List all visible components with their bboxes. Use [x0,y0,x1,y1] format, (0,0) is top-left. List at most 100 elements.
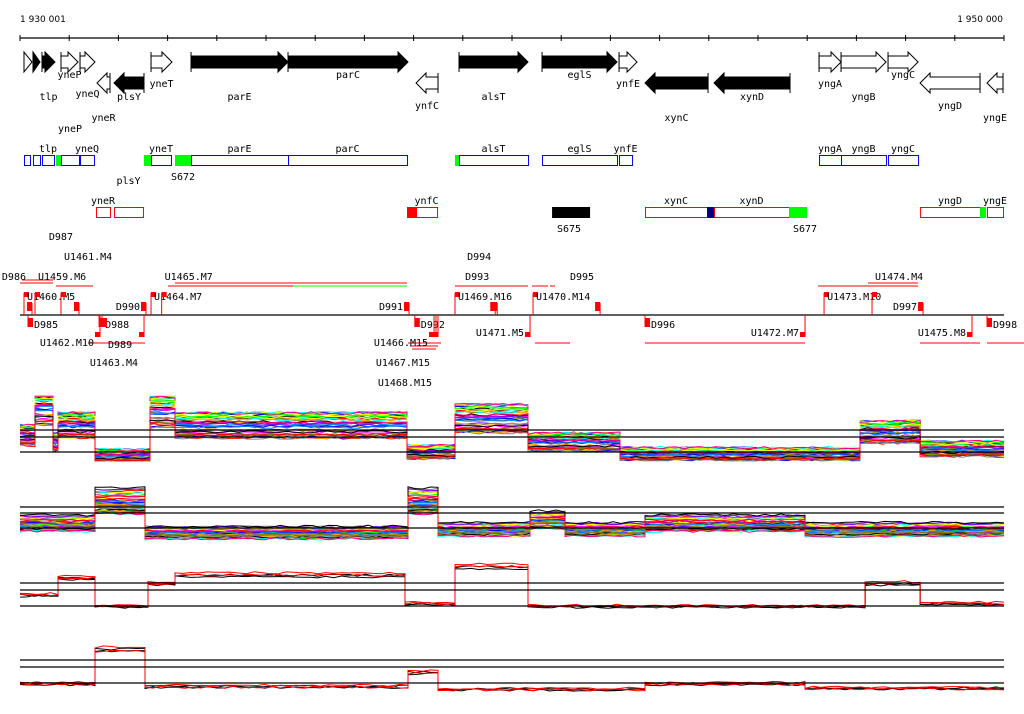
feature-label: U1475.M8 [918,328,966,339]
expression-panel-4 [19,645,1005,692]
gene-arrow-xynD [713,71,791,95]
transcript-label: yneQ [75,144,99,155]
feature-label: U1473.M10 [827,292,881,303]
expression-tracks [19,395,1005,692]
transcript-box [552,207,591,218]
transcript-box [23,155,31,166]
transcript-box [143,155,151,166]
feature-label: D986 [2,272,26,283]
transcript-label: yneT [149,144,173,155]
gene-arrow [32,50,41,74]
expression-profile-line [19,565,1005,609]
gene-arrow-parC [287,50,409,74]
transcript-label: plsY [116,176,140,187]
transcript-box [191,155,290,166]
feature-label: U1463.M4 [90,358,138,369]
gene-label: ynfC [415,101,439,112]
expression-profile-line [19,500,1005,535]
transcript-label: yngC [891,144,915,155]
transcript-box [416,207,439,218]
transcript-box [459,155,530,166]
gene-label: yngD [938,101,962,112]
feature-label: D987 [49,232,73,243]
transcript-box [96,207,111,218]
gene-label: yneQ [75,89,99,100]
transcript-label: yngB [851,144,875,155]
feature-label: D997 [893,302,917,313]
feature-marker [433,332,439,337]
feature-label: D996 [651,320,675,331]
transcript-label: parC [335,144,359,155]
transcript-box [980,207,987,218]
gene-arrow-ynfC [415,71,439,95]
transcript-box [41,155,55,166]
feature-label: U1466.M15 [374,338,428,349]
coordinate-ruler: 1 930 001 1 950 000 [19,15,1005,41]
feature-label: D992 [421,320,445,331]
transcript-box [288,155,409,166]
feature-label: D993 [465,272,489,283]
transcript-box [454,155,461,166]
feature-label: U1461.M4 [64,252,112,263]
gene-label: parC [336,70,360,81]
gene-label: alsT [481,92,505,103]
transcript-box [888,155,920,166]
gene-label: eglS [567,70,591,81]
transcript-box [987,207,1005,218]
gene-arrow-parE [190,50,289,74]
expression-panel-2 [19,486,1005,541]
transcript-box [819,155,843,166]
gene-label: yngB [851,92,875,103]
gene-arrow-yngA [818,50,842,74]
feature-label: U1465.M7 [165,272,213,283]
transcript-label: xynD [739,196,763,207]
expression-profile-line [19,504,1005,537]
feature-marker [35,292,41,297]
feature-marker [161,292,167,297]
feature-label: D990 [116,302,140,313]
feature-label: U1474.M4 [875,272,923,283]
feature-marker [73,302,79,311]
feature-marker [23,292,29,297]
transcript-label: yngD [938,196,962,207]
feature-label: U1467.M15 [376,358,430,369]
feature-marker [60,292,66,297]
transcript-label: alsT [481,144,505,155]
expression-profile-line [19,565,1005,609]
feature-marker [872,292,878,297]
transcript-box [645,207,709,218]
feature-label: U1459.M6 [38,272,86,283]
transcript-box [114,207,144,218]
transcript-box [920,207,982,218]
feature-label: U1464.M7 [154,292,202,303]
feature-label: D985 [34,320,58,331]
feature-label: U1472.M7 [751,328,799,339]
feature-marker [987,318,993,327]
feature-marker [967,332,973,337]
feature-marker [28,318,34,327]
expression-profile-line [19,645,1005,690]
expression-profile-line [19,647,1005,691]
feature-label: U1468.M15 [378,378,432,389]
signal-label: S675 [557,224,581,235]
feature-label: U1471.M5 [476,328,524,339]
feature-marker [404,302,410,311]
transcript-box [707,207,716,218]
expression-panel-1 [19,395,1005,462]
transcript-label: yngE [983,196,1007,207]
gene-arrow [23,50,33,74]
transcript-label: tlp [39,144,57,155]
transcript-box [56,155,62,166]
transcript-label: parE [227,144,251,155]
gene-arrow-yneQ [79,50,96,74]
feature-label: U1469.M16 [458,292,512,303]
gene-arrow-yngC [887,50,919,74]
transcript-box [542,155,619,166]
gene-label: ynfE [616,79,640,90]
transcript-label: eglS [567,144,591,155]
transcript-box [80,155,96,166]
gene-arrow-xynC [644,71,709,95]
gene-label: yngE [983,113,1007,124]
